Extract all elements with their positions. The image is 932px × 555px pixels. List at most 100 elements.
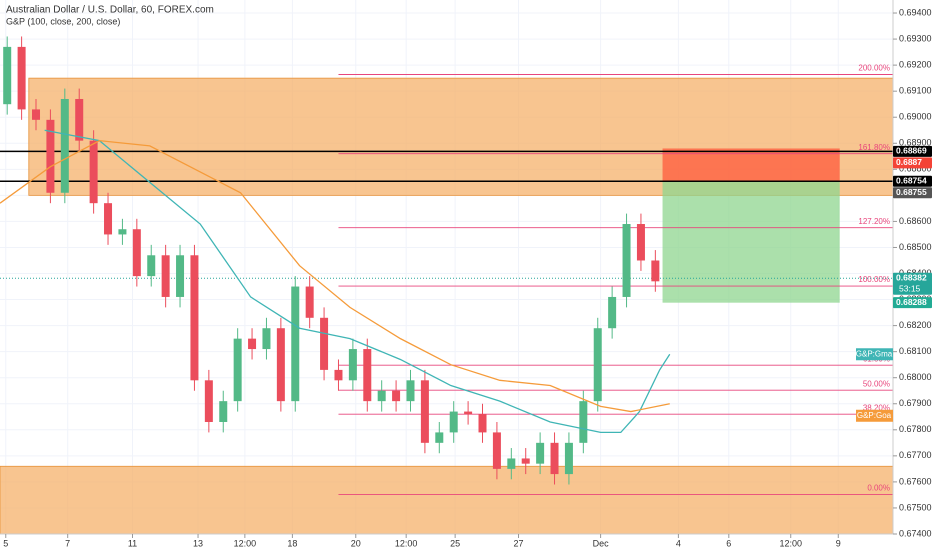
candle-body: [420, 380, 429, 443]
x-tick-label: 12:00: [779, 538, 802, 548]
price-badge-label: 0.68755: [896, 187, 927, 197]
fib-label: 0.00%: [867, 484, 890, 493]
target-zone: [662, 181, 840, 303]
candle-body: [377, 390, 386, 402]
x-tick-label: 13: [193, 538, 203, 548]
candle-body: [593, 328, 602, 402]
x-tick-label: 18: [287, 538, 297, 548]
fib-label: 200.00%: [858, 64, 890, 73]
price-badge-label: 0.68288: [896, 297, 927, 307]
y-tick-label: 0.69000: [899, 112, 932, 122]
candle-body: [579, 401, 588, 443]
y-tick-label: 0.68900: [899, 138, 932, 148]
candle-body: [190, 255, 199, 381]
y-tick-label: 0.68000: [899, 372, 932, 382]
x-tick-label: 11: [128, 538, 137, 548]
series-badge: [856, 409, 893, 422]
candle-body: [161, 255, 170, 297]
y-tick-label: 0.69200: [899, 59, 932, 69]
x-tick-label: 9: [836, 538, 841, 548]
candle-body: [233, 338, 242, 402]
series-name: G&P:Gma: [856, 349, 893, 358]
x-tick-label: 6: [726, 538, 731, 548]
candle-body: [32, 109, 41, 120]
x-tick-label: 25: [450, 538, 460, 548]
candle-body: [276, 328, 285, 402]
candle-body: [248, 338, 257, 350]
candle-body: [147, 255, 156, 277]
price-badge: [893, 297, 932, 309]
candle-body: [636, 224, 645, 261]
fib-label: 50.00%: [863, 379, 890, 388]
indicator-label: G&P (100, close, 200, close): [6, 16, 120, 26]
candle-body: [348, 349, 357, 381]
candle-body: [219, 401, 228, 422]
y-tick-label: 0.69400: [899, 7, 932, 17]
zone: [0, 465, 894, 535]
candle-body: [464, 411, 473, 415]
series-badge: [856, 348, 893, 361]
price-badge-label: 0.6887: [896, 157, 922, 167]
series-name: G&P:Goa: [857, 411, 892, 420]
countdown-label: 53:15: [899, 283, 921, 293]
x-tick-label: 12:00: [234, 538, 257, 548]
x-tick-label: 5: [3, 538, 8, 548]
plot-layer: 200.00%161.80%127.20%100.00%61.80%50.00%…: [0, 36, 893, 495]
x-tick-label: 20: [351, 538, 361, 548]
y-tick-label: 0.67500: [899, 502, 932, 512]
price-badge-label: 0.68869: [896, 146, 927, 156]
y-tick-label: 0.69300: [899, 33, 932, 43]
candle-body: [536, 442, 545, 464]
candle-body: [507, 458, 516, 469]
candle-body: [17, 46, 26, 110]
fib-label: 161.80%: [858, 143, 890, 152]
x-tick-label: 7: [65, 538, 70, 548]
candle-body: [176, 255, 185, 297]
candle-body: [608, 296, 617, 329]
candle-body: [435, 432, 444, 443]
candle-body: [132, 229, 141, 277]
y-tick-label: 0.68100: [899, 346, 932, 356]
candle-body: [334, 369, 343, 381]
y-tick-label: 0.68800: [899, 164, 932, 174]
candle-body: [651, 260, 660, 282]
y-tick-label: 0.67900: [899, 398, 932, 408]
candle-body: [478, 414, 487, 433]
candle-body: [291, 286, 300, 402]
candle-body: [118, 229, 127, 235]
candle-body: [320, 317, 329, 370]
fib-label: 100.00%: [858, 275, 890, 284]
y-tick-label: 0.67400: [899, 528, 932, 538]
price-badge-label: 0.68382: [896, 272, 927, 282]
price-badge: [893, 175, 932, 187]
x-tick-label: 27: [514, 538, 524, 548]
candle-body: [406, 380, 415, 402]
moving-average-line: [0, 139, 670, 413]
candle-body: [622, 224, 631, 297]
candle-body: [363, 349, 372, 402]
y-tick-label: 0.67700: [899, 450, 932, 460]
candle-body: [564, 442, 573, 475]
candle-body: [449, 411, 458, 433]
candle-body: [262, 328, 271, 350]
candle-body: [492, 432, 501, 469]
y-tick-label: 0.67800: [899, 424, 932, 434]
chart-title: Australian Dollar / U.S. Dollar, 60, FOR…: [6, 5, 214, 16]
price-badge: [893, 187, 932, 199]
candle-body: [75, 98, 84, 141]
x-tick-label: 12:00: [395, 538, 418, 548]
y-tick-label: 0.69100: [899, 86, 932, 96]
y-tick-label: 0.67600: [899, 476, 932, 486]
x-tick-label: 4: [676, 538, 681, 548]
fib-label: 38.20%: [863, 403, 890, 412]
price-badge-label: 0.68754: [896, 176, 927, 186]
y-tick-label: 0.68500: [899, 242, 932, 252]
candle-body: [204, 380, 213, 422]
fib-label: 127.20%: [858, 217, 890, 226]
candle-body: [550, 442, 559, 475]
x-tick-label: Dec: [593, 538, 610, 548]
candle-body: [46, 119, 55, 193]
candle-body: [521, 458, 530, 464]
candle-body: [392, 390, 401, 402]
